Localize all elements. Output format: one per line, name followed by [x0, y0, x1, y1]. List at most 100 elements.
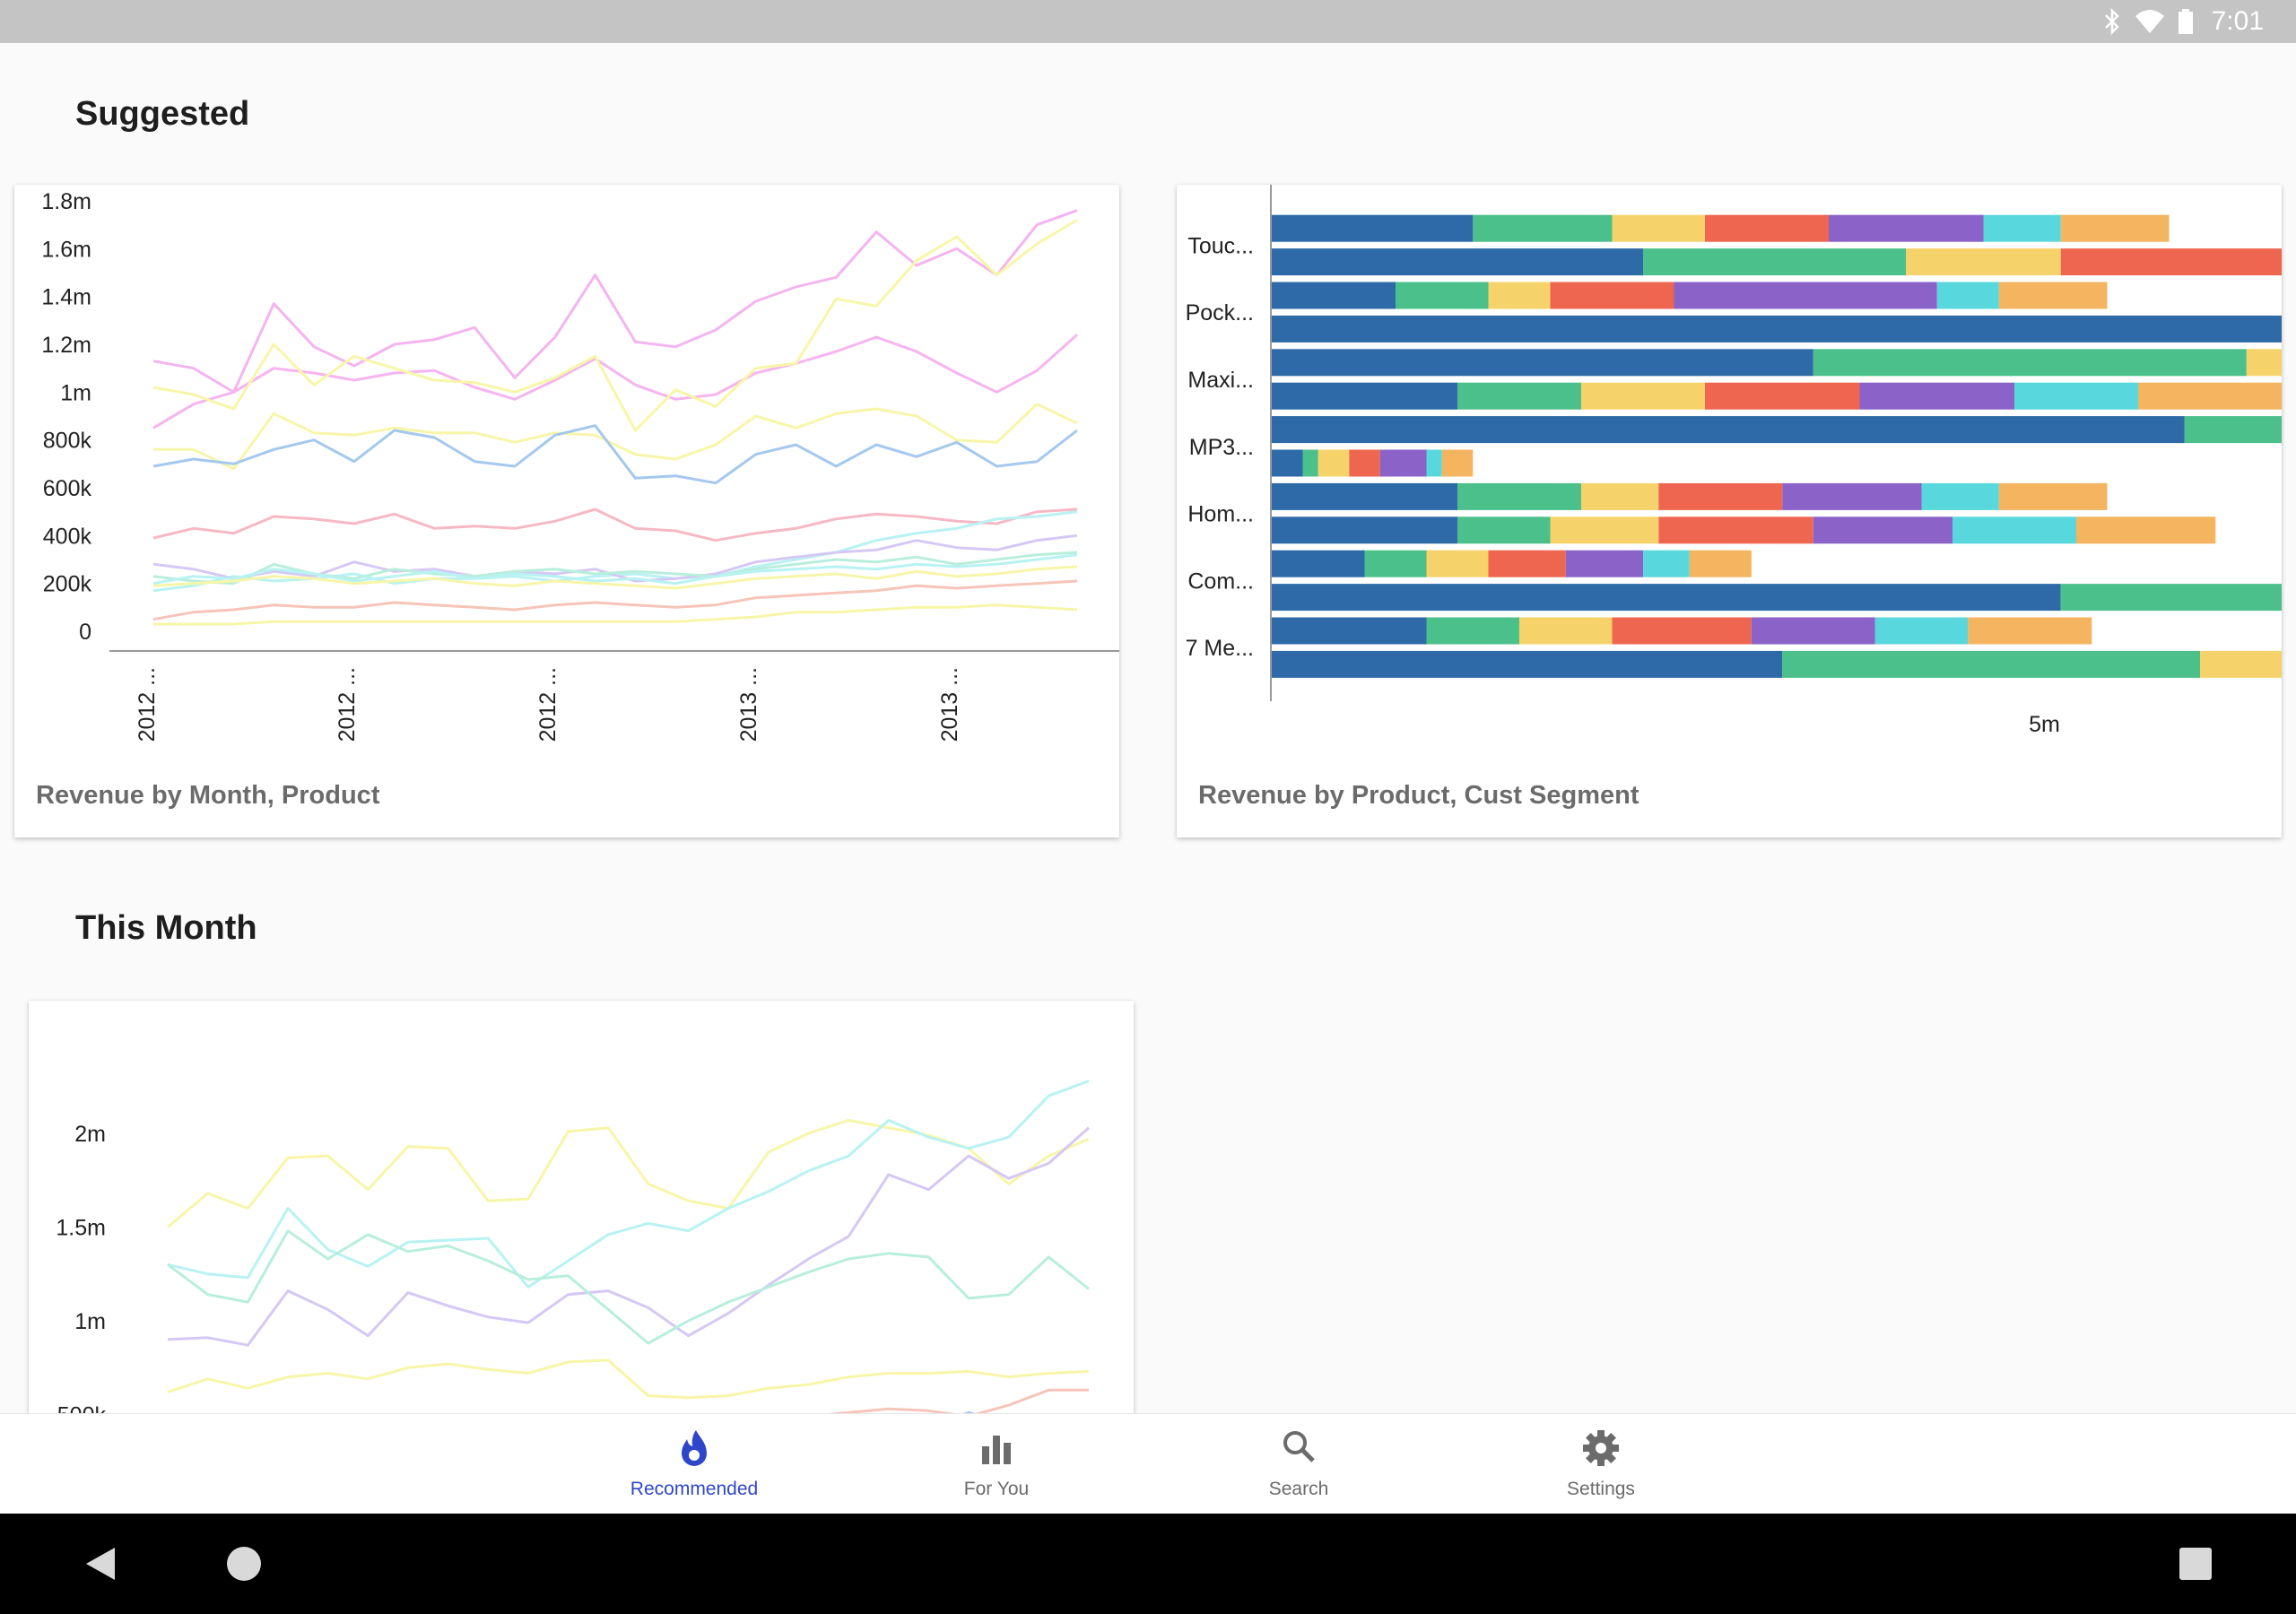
y-tick-label: 400k	[43, 524, 92, 549]
flame-icon	[604, 1428, 784, 1468]
series-line	[152, 424, 1078, 485]
nav-search[interactable]: Search	[1209, 1414, 1388, 1514]
bar-segment	[1658, 482, 1783, 510]
bar-segment	[2138, 382, 2282, 410]
battery-icon	[2178, 8, 2194, 35]
category-label: Maxi...	[1187, 368, 1254, 393]
y-tick-label: 1.2m	[41, 333, 91, 358]
status-bar: 7:01	[0, 0, 2296, 43]
series-line	[167, 1126, 1090, 1347]
category-label: Hom...	[1187, 502, 1254, 527]
bar-segment	[2014, 382, 2138, 410]
bar-segment	[1782, 482, 1922, 510]
bottom-navigation: Recommended For You Search Set	[0, 1413, 2296, 1514]
y-tick-label: 1m	[74, 1309, 106, 1334]
x-tick-label: 2012 ...	[135, 667, 160, 742]
bar-chart-icon	[907, 1428, 1086, 1468]
bar-segment	[1272, 214, 1474, 242]
bar-segment	[2076, 516, 2216, 544]
bar-segment	[1874, 617, 1969, 645]
bar-segment	[1906, 248, 2061, 276]
bar-segment	[1550, 516, 1659, 544]
y-tick-label: 2m	[74, 1122, 106, 1147]
bar-segment	[1859, 382, 2014, 410]
bar-segment	[1272, 650, 1783, 678]
revenue-by-month-card[interactable]: 0 200k 400k 600k 800k 1m 1.2m 1.4m 1.6m 1.8m 2012 …	[14, 185, 1119, 837]
system-navigation-bar	[0, 1514, 2296, 1614]
bar-segment	[1813, 349, 2247, 377]
bar-segment	[1829, 214, 1984, 242]
bar-segment	[1519, 617, 1613, 645]
bar-segment	[1643, 550, 1690, 577]
card-caption: Revenue by Month, Product	[36, 781, 380, 810]
section-title-this-month: This Month	[75, 909, 257, 947]
bar-segment	[1349, 449, 1380, 477]
y-tick-label: 800k	[43, 429, 92, 454]
y-tick-label: 1m	[60, 380, 91, 405]
bar-segment	[1581, 482, 1659, 510]
series-line	[152, 534, 1078, 583]
series-line	[152, 565, 1078, 590]
bar-segment	[1272, 416, 2185, 444]
bar-segment	[1272, 516, 1457, 544]
bar-segment	[1550, 282, 1674, 309]
nav-label: Search	[1268, 1479, 1329, 1499]
y-tick-label: 1.8m	[41, 189, 91, 214]
nav-for-you[interactable]: For You	[907, 1414, 1086, 1514]
bar-segment	[1581, 382, 1705, 410]
bar-segment	[2200, 650, 2282, 678]
bar-segment	[1318, 449, 1350, 477]
category-label: MP3...	[1189, 435, 1254, 460]
bar-segment	[1473, 214, 1613, 242]
x-tick-label: 2013 ...	[736, 667, 761, 742]
x-tick-label: 2012 ...	[535, 667, 561, 742]
series-line	[153, 603, 1078, 626]
series-line	[152, 579, 1078, 621]
category-label: 7 Me...	[1186, 636, 1254, 661]
bar-segment	[1272, 550, 1365, 577]
bar-segment	[2060, 214, 2170, 242]
series-line	[734, 1388, 1089, 1431]
revenue-by-month-chart: 0 200k 400k 600k 800k 1m 1.2m 1.4m 1.6m 1.8m 2012 …	[41, 189, 1119, 742]
series-line	[167, 1118, 1090, 1228]
bar-segment	[1426, 617, 1519, 645]
bar-segment	[1488, 550, 1566, 577]
bar-segment	[2060, 584, 2282, 612]
series-line	[153, 403, 1078, 471]
y-tick-label: 600k	[43, 476, 92, 501]
recents-icon[interactable]	[2179, 1548, 2212, 1580]
gear-icon	[1511, 1428, 1691, 1468]
series-line	[152, 219, 1078, 432]
bar-segment	[1364, 550, 1427, 577]
bar-segment	[1272, 617, 1427, 645]
this-month-card[interactable]: 2m1.5m1m500k	[29, 1001, 1134, 1431]
bar-segment	[1936, 282, 1999, 309]
bar-segment	[1488, 282, 1551, 309]
bar-segment	[1272, 449, 1303, 477]
category-label: Touc...	[1187, 233, 1254, 258]
bar-segment	[1612, 214, 1705, 242]
nav-label: Recommended	[630, 1479, 759, 1499]
bar-segment	[1565, 550, 1644, 577]
bar-segment	[1396, 282, 1489, 309]
revenue-by-product-card[interactable]: Touc... Pock... Maxi... MP3... Hom... Com... 7…	[1177, 185, 2282, 837]
bar-segment	[1272, 382, 1457, 410]
x-tick-label: 5m	[2029, 712, 2060, 737]
bar-segment	[1272, 584, 2061, 612]
y-tick-label: 0	[79, 620, 91, 645]
bar-segment	[1782, 650, 2201, 678]
bar-segment	[1813, 516, 1953, 544]
nav-recommended[interactable]: Recommended	[604, 1414, 784, 1514]
nav-settings[interactable]: Settings	[1511, 1414, 1691, 1514]
status-icons: 7:01	[2102, 0, 2264, 43]
home-icon[interactable]	[227, 1547, 261, 1581]
bar-segment	[2246, 349, 2282, 377]
bar-segment	[1272, 282, 1396, 309]
series-line	[152, 508, 1078, 542]
x-tick-label: 2012 ...	[335, 667, 360, 742]
bar-segment	[1457, 382, 1581, 410]
series-line	[167, 1358, 1090, 1400]
bar-segment	[1426, 550, 1489, 577]
back-icon[interactable]	[86, 1548, 115, 1580]
bar-segment	[1612, 617, 1752, 645]
